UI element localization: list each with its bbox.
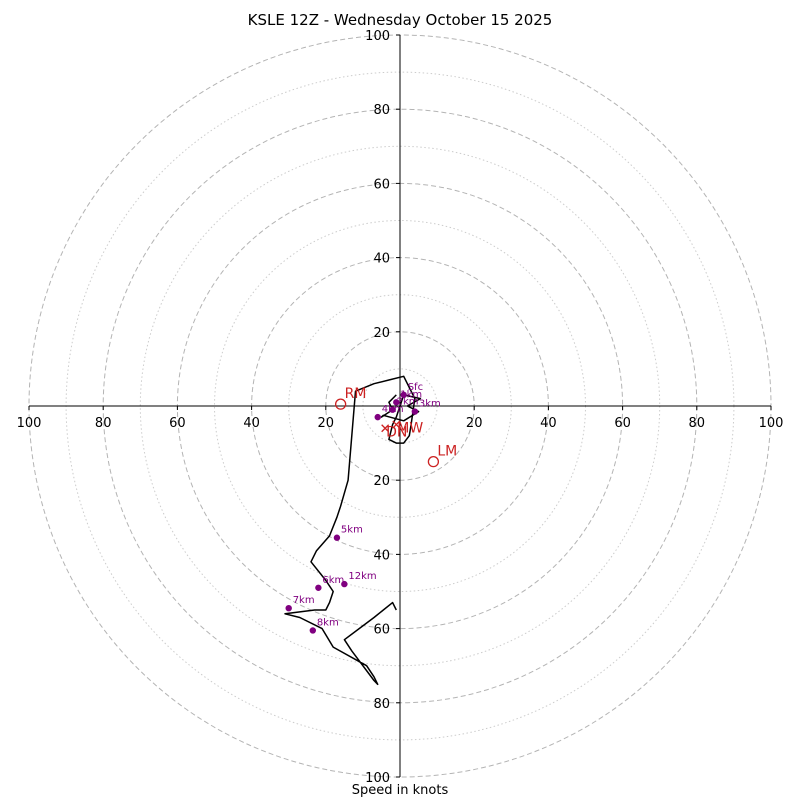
hodograph-line (284, 375, 422, 686)
height-point (393, 399, 400, 406)
y-tick-label: 40 (373, 548, 390, 563)
mean-wind-marker (392, 420, 401, 429)
x-tick-label: 40 (243, 416, 260, 431)
x-tick-label: 80 (689, 416, 706, 431)
mean-wind-label: DN (386, 424, 407, 440)
height-label: 4km (382, 404, 404, 415)
y-tick-label: 40 (373, 252, 390, 267)
y-tick-label: 80 (373, 103, 390, 118)
x-tick-label: 80 (95, 416, 112, 431)
height-point (389, 406, 396, 413)
chart-title: KSLE 12Z - Wednesday October 15 2025 (247, 11, 553, 29)
height-point (400, 391, 407, 399)
storm-motion-label: RM (345, 386, 367, 402)
height-point (315, 584, 322, 591)
y-tick-label: 100 (365, 29, 390, 44)
height-label: 12km (348, 571, 376, 582)
mean-wind-marker (381, 424, 390, 433)
x-tick-label: 40 (540, 416, 557, 431)
height-label: 5km (341, 525, 363, 536)
height-point (333, 534, 341, 541)
height-point (309, 627, 317, 634)
storm-motion-label: LM (437, 444, 457, 460)
x-tick-label: 60 (169, 416, 186, 431)
storm-motion-marker (334, 398, 347, 410)
y-tick-label: 100 (365, 771, 390, 786)
hodograph-trace (284, 375, 422, 686)
height-label: 8km (317, 617, 339, 628)
mean-wind-label: MW (397, 421, 423, 437)
height-point (374, 413, 381, 421)
y-tick-label: 80 (373, 697, 390, 712)
tick-labels: 100 80 60 40 20 20 40 60 80 100 100 80 60 40 20 20 40 60 8… (17, 29, 784, 786)
x-tick-label: 60 (614, 416, 631, 431)
storm-motion-marker (427, 455, 440, 468)
y-tick-label: 60 (373, 623, 390, 638)
x-tick-label: 100 (17, 416, 42, 431)
y-tick-label: 60 (373, 177, 390, 192)
x-axis-label: Speed in knots (351, 783, 449, 798)
x-tick-label: 20 (318, 416, 335, 431)
height-point (411, 408, 419, 415)
y-tick-label: 20 (373, 474, 390, 489)
y-tick-label: 20 (373, 326, 390, 341)
height-point (285, 604, 292, 612)
height-label: 3km (419, 399, 441, 410)
height-label: 6km (322, 575, 344, 586)
height-label: Sfc (408, 382, 423, 393)
height-label: 2km (397, 397, 419, 408)
x-tick-label: 20 (466, 416, 483, 431)
height-label: 1km (400, 389, 422, 400)
height-label: 7km (293, 595, 315, 606)
height-point (341, 580, 348, 588)
x-tick-label: 100 (759, 416, 784, 431)
